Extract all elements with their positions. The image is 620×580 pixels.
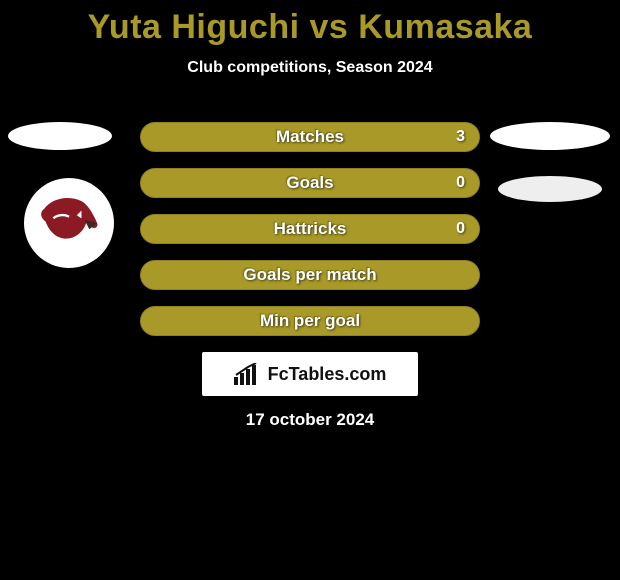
fctables-logo: FcTables.com	[202, 352, 418, 396]
stat-label: Goals per match	[243, 265, 376, 285]
stat-label: Hattricks	[274, 219, 347, 239]
stat-row-hattricks: Hattricks 0	[140, 214, 480, 244]
stat-value: 0	[456, 220, 465, 238]
stat-label: Min per goal	[260, 311, 360, 331]
team-badge-left	[24, 178, 114, 268]
stats-container: Matches 3 Goals 0 Hattricks 0 Goals per …	[140, 122, 480, 352]
stat-value: 0	[456, 174, 465, 192]
left-pill	[8, 122, 112, 150]
date-label: 17 october 2024	[0, 410, 620, 430]
stat-label: Goals	[286, 173, 333, 193]
stat-row-goals-per-match: Goals per match	[140, 260, 480, 290]
stat-row-matches: Matches 3	[140, 122, 480, 152]
coyote-icon	[30, 184, 108, 262]
subtitle: Club competitions, Season 2024	[0, 59, 620, 77]
right-bottom-pill	[498, 176, 602, 202]
logo-text: FcTables.com	[268, 364, 387, 385]
page-title: Yuta Higuchi vs Kumasaka	[0, 0, 620, 47]
stat-row-min-per-goal: Min per goal	[140, 306, 480, 336]
stat-value: 3	[456, 128, 465, 146]
stat-label: Matches	[276, 127, 344, 147]
bars-icon	[234, 363, 262, 385]
stat-row-goals: Goals 0	[140, 168, 480, 198]
right-top-pill	[490, 122, 610, 150]
